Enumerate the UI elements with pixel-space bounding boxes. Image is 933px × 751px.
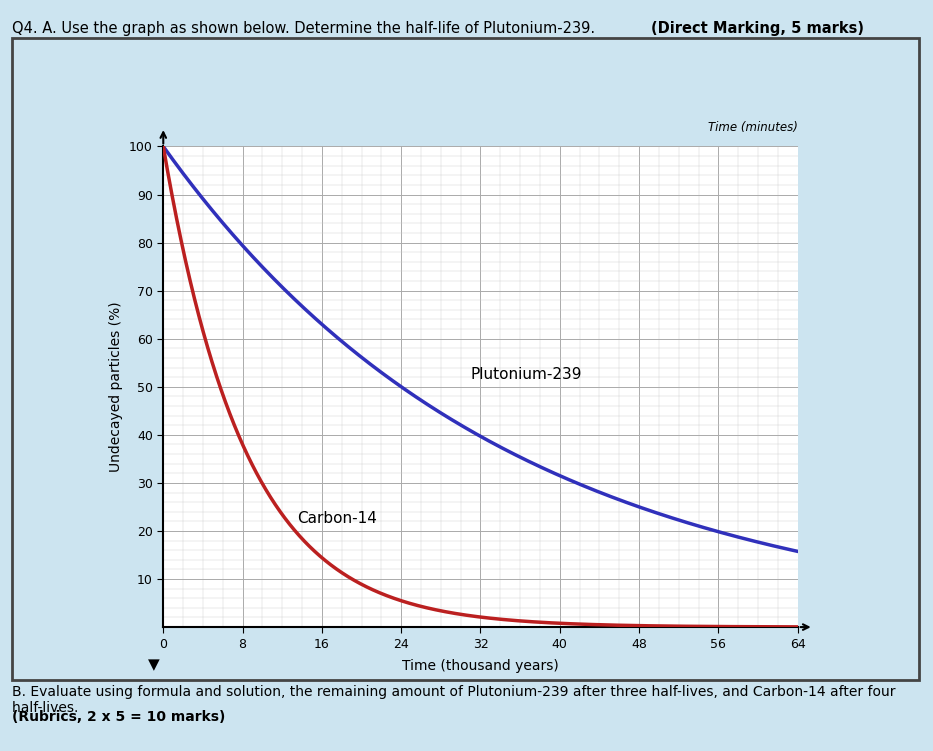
Text: Q4. A. Use the graph as shown below. Determine the half-life of Plutonium-239.: Q4. A. Use the graph as shown below. Det… [12,21,600,36]
Y-axis label: Undecayed particles (%): Undecayed particles (%) [109,301,123,472]
X-axis label: Time (thousand years): Time (thousand years) [402,659,559,673]
Text: B. Evaluate using formula and solution, the remaining amount of Plutonium-239 af: B. Evaluate using formula and solution, … [12,685,896,715]
Text: Carbon-14: Carbon-14 [297,511,377,526]
Text: ▼: ▼ [148,657,160,672]
Text: (Rubrics, 2 x 5 = 10 marks): (Rubrics, 2 x 5 = 10 marks) [12,710,226,724]
Text: Time (minutes): Time (minutes) [708,122,798,134]
Text: (Direct Marking, 5 marks): (Direct Marking, 5 marks) [651,21,864,36]
Text: Plutonium-239: Plutonium-239 [470,367,582,382]
